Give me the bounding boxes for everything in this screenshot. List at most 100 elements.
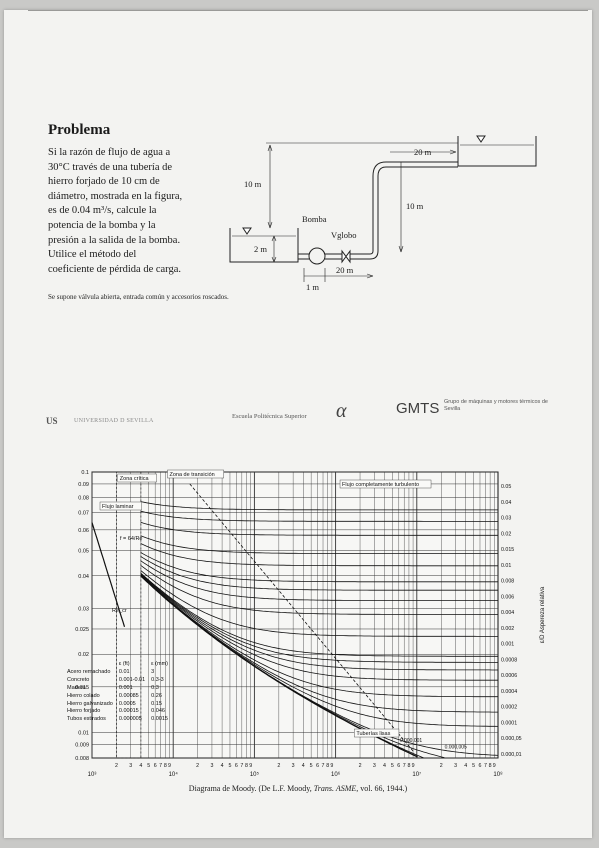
moody-y-left-tick: 0.06	[78, 528, 89, 534]
moody-y-right-tick: 0.0004	[501, 689, 517, 695]
moody-roughness-curve	[140, 501, 498, 511]
moody-x-minor-tick: 2	[196, 763, 199, 769]
moody-x-minor-tick: 4	[139, 763, 142, 769]
moody-x-minor-tick: 7	[159, 763, 162, 769]
moody-x-minor-tick: 2	[115, 763, 118, 769]
moody-x-minor-tick: 4	[383, 763, 386, 769]
moody-roughness-curve	[140, 521, 498, 536]
problem-line: Utilice el método del	[48, 249, 137, 261]
moody-x-minor-tick: 4	[302, 763, 305, 769]
moody-roughness-curve	[140, 560, 498, 601]
moody-y-right-tick: 0.008	[501, 579, 514, 585]
moody-roughness-curve	[140, 575, 498, 698]
materials-head-ft: ε (ft)	[118, 661, 130, 667]
dim-top-label: 20 m	[414, 147, 432, 157]
moody-x-decade: 10⁸	[493, 771, 503, 778]
moody-x-minor-tick: 3	[210, 763, 213, 769]
moody-x-minor-tick: 5	[472, 763, 475, 769]
dim-bottom-label: 20 m	[336, 265, 354, 275]
moody-x-minor-tick: 3	[292, 763, 295, 769]
moody-roughness-curve	[140, 573, 498, 663]
moody-zone-turbulent-label: Flujo completamente turbulento	[342, 482, 419, 488]
moody-y-left-tick: 0.1	[81, 470, 89, 476]
moody-x-minor-tick: 7	[403, 763, 406, 769]
moody-x-minor-tick: 8	[489, 763, 492, 769]
moody-x-minor-tick: 8	[407, 763, 410, 769]
moody-roughness-curve	[140, 510, 498, 522]
document-page: Problema Si la razón de flujo de agua a …	[4, 10, 592, 838]
moody-x-minor-tick: 7	[322, 763, 325, 769]
problem-line: presión a la salida de la bomba.	[48, 234, 181, 246]
moody-roughness-curve	[140, 574, 498, 681]
material-name: Hierro colado	[67, 692, 100, 699]
material-name: Tubos estirados	[67, 716, 106, 723]
moody-zone-critical-label: Zona crítica	[120, 476, 150, 482]
moody-x-minor-tick: 7	[240, 763, 243, 769]
moody-y-left-tick: 0.09	[78, 482, 89, 488]
moody-zone-laminar-label: Flujo laminar	[102, 504, 134, 510]
moody-critical-zone	[116, 471, 142, 759]
problem-statement: Si la razón de flujo de agua a 30°C trav…	[48, 146, 218, 277]
material-ft: 0.001-0.01	[118, 676, 146, 683]
moody-diagram: 0.10.090.080.070.060.050.040.030.0250.02…	[75, 469, 546, 778]
moody-y-right-tick: 0.0001	[501, 720, 517, 726]
material-ft: 0.0005	[118, 700, 136, 707]
moody-x-minor-tick: 8	[164, 763, 167, 769]
moody-x-minor-tick: 6	[316, 763, 319, 769]
moody-y-right-tick: 0.0008	[501, 657, 517, 663]
moody-x-minor-tick: 9	[330, 763, 333, 769]
lower-tank	[229, 228, 299, 263]
dim-riser-label: 10 m	[406, 201, 424, 211]
moody-x-decade: 10⁵	[250, 771, 260, 778]
moody-roughness-label-a: 0.000,001	[400, 738, 422, 744]
problem-line: coeficiente de pérdida de carga.	[48, 263, 182, 275]
moody-y-right-tick: 0.006	[501, 594, 514, 600]
problem-line: Si la razón de flujo de agua a	[48, 147, 171, 158]
school-name: Escuela Politécnica Superior	[232, 413, 307, 420]
moody-x-decade: 10³	[88, 772, 97, 778]
moody-x-minor-tick: 9	[168, 763, 171, 769]
dim-height-label: 10 m	[244, 179, 262, 189]
page-top-rule	[28, 10, 588, 11]
problem-line: potencia de la bomba y la	[48, 219, 156, 231]
moody-roughness-curve	[140, 570, 498, 637]
moody-y-right-tick: 0.02	[501, 531, 511, 537]
moody-y-right-tick: 0.05	[501, 484, 511, 490]
material-name: Madera	[67, 684, 86, 691]
moody-smooth-pipes-label: Tuberías lisas	[356, 731, 390, 737]
university-name: UNIVERSIDAD D SEVILLA	[74, 418, 154, 424]
moody-roughness-label-b: 0.000,005	[445, 745, 467, 751]
dim-pump-label: 1 m	[306, 282, 319, 292]
moody-y-left-tick: 0.04	[78, 574, 89, 580]
moody-zone-turbulent-label-box	[339, 479, 432, 489]
moody-zone-laminar-label-box	[99, 501, 142, 511]
moody-x-decade: 10⁶	[331, 771, 341, 778]
moody-x-decade: 10⁴	[169, 771, 179, 778]
problem-line: 30°C través de una tubería de	[48, 161, 173, 173]
group-name: GMTS	[396, 400, 440, 417]
upper-tank	[457, 136, 537, 167]
moody-y-left-tick: 0.025	[75, 627, 89, 633]
pipe-system-figure: 20 m 10 m 10 m 2 m Bomba Vglobo 20 m 1 m	[229, 135, 537, 292]
dim-tank-label: 2 m	[254, 244, 267, 254]
moody-x-minor-tick: 3	[373, 763, 376, 769]
moody-roughness-curve	[140, 552, 498, 583]
moody-roughness-curve	[140, 573, 498, 671]
moody-y-right-tick: 0.0002	[501, 705, 517, 711]
moody-y-right-tick: 0.01	[501, 563, 511, 569]
moody-x-minor-tick: 8	[326, 763, 329, 769]
moody-x-minor-tick: 9	[412, 763, 415, 769]
materials-table: ε (ft) ε (mm) Acero remachado 0.01 3 Concr…	[64, 661, 171, 724]
material-mm: 0.15	[151, 700, 162, 707]
moody-roughness-curve	[140, 565, 498, 615]
moody-recr-label: Re_cr	[112, 608, 127, 614]
moody-x-minor-tick: 5	[147, 763, 150, 769]
moody-zone-transition-label-box	[167, 469, 224, 479]
moody-x-minor-tick: 4	[464, 763, 467, 769]
material-ft: 0.01	[118, 668, 130, 675]
moody-y-left-tick: 0.03	[78, 606, 89, 612]
valve-label: Vglobo	[331, 230, 357, 240]
material-name: Acero remachado	[67, 668, 111, 675]
material-mm: 0.3	[151, 684, 159, 691]
material-ft: 0.000005	[118, 716, 142, 723]
